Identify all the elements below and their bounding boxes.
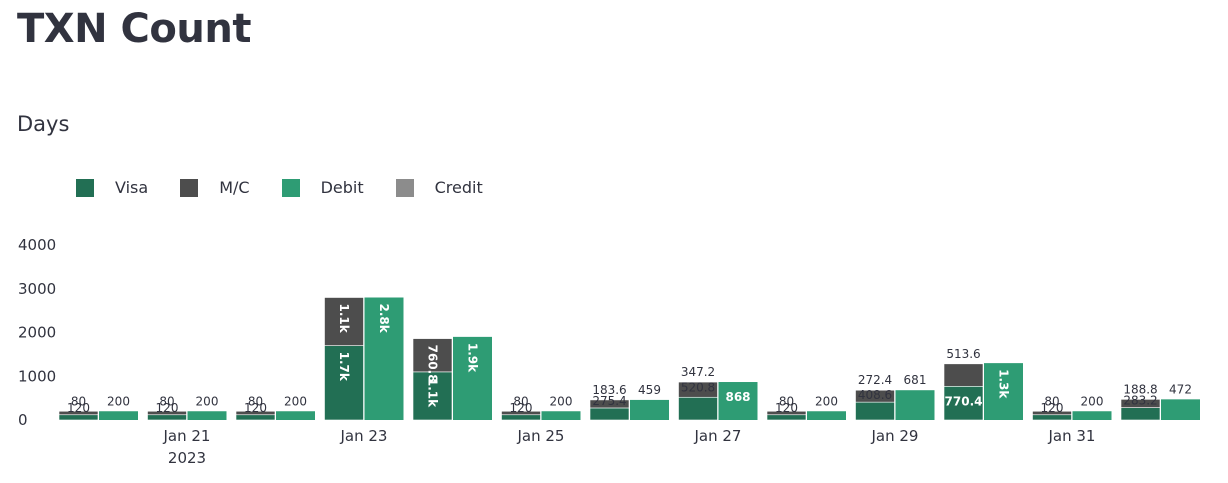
data-label-debit: 1.3k [997,369,1011,399]
data-label-debit: 459 [638,383,661,397]
bar-visa [590,408,629,420]
x-tick-label: Jan 29 [871,427,919,445]
data-label-mc: 80 [71,394,86,408]
data-label-debit: 472 [1169,382,1192,396]
bar-visa [767,415,806,420]
data-label-debit: 200 [815,394,838,408]
bar-visa [856,402,895,420]
bar-group: 1.1k760.8 1.9k [413,337,492,420]
data-label-debit: 681 [904,373,927,387]
y-tick-label: 0 [18,411,28,429]
bar-visa [1033,415,1072,420]
data-label-visa: 520.8 [681,380,715,394]
data-label-mc: 760.8 [426,345,440,383]
data-label-mc: 80 [513,394,528,408]
data-label-mc: 80 [779,394,794,408]
data-label-debit: 200 [196,394,219,408]
data-label-debit: 2.8k [377,304,391,334]
y-tick-label: 2000 [18,324,56,342]
bar-debit [276,411,315,420]
bar-visa [679,397,718,420]
data-label-visa: 408.6 [858,388,892,402]
x-tick-label: Jan 25 [517,427,565,445]
data-label-mc: 80 [248,394,263,408]
data-label-debit: 200 [284,394,307,408]
x-tick-label: Jan 31 [1048,427,1096,445]
data-label-debit: 200 [1081,394,1104,408]
bar-debit [542,411,581,420]
bar-debit [99,411,138,420]
x-tick-label: Jan 21 [163,427,211,445]
data-label-visa: 770.4 [945,394,983,408]
data-label-debit: 200 [107,394,130,408]
x-tick-label: Jan 27 [694,427,742,445]
bar-visa [236,415,275,420]
data-label-debit: 200 [550,394,573,408]
bar-debit [188,411,227,420]
data-label-mc: 183.6 [592,383,626,397]
bar-debit [896,390,935,420]
bar-visa [148,415,187,420]
bar-debit [1073,411,1112,420]
data-label-mc: 188.8 [1123,382,1157,396]
x-tick-sublabel: 2023 [168,449,206,467]
data-label-mc: 347.2 [681,365,715,379]
data-label-debit: 868 [725,390,750,404]
y-tick-label: 3000 [18,280,56,298]
y-tick-label: 1000 [18,367,56,385]
data-label-mc: 1.1k [337,304,351,334]
bar-group: 12080 200 [59,394,138,420]
bar-visa [59,415,98,420]
bar-visa [502,415,541,420]
data-label-mc: 80 [1044,394,1059,408]
data-label-visa: 1.7k [337,352,351,382]
bar-visa [1121,408,1160,420]
y-tick-label: 4000 [18,236,56,254]
data-label-mc: 80 [159,394,174,408]
bar-group: 770.4 513.6 1.3k [944,347,1023,420]
bar-debit [1161,399,1200,420]
bar-debit [807,411,846,420]
bar-group: 1.7k 1.1k 2.8k [325,298,404,421]
data-label-debit: 1.9k [466,343,480,373]
bar-debit [630,400,669,420]
data-label-mc: 513.6 [946,347,980,361]
bar-mc [944,364,983,386]
x-tick-label: Jan 23 [340,427,388,445]
data-label-mc: 272.4 [858,373,892,387]
